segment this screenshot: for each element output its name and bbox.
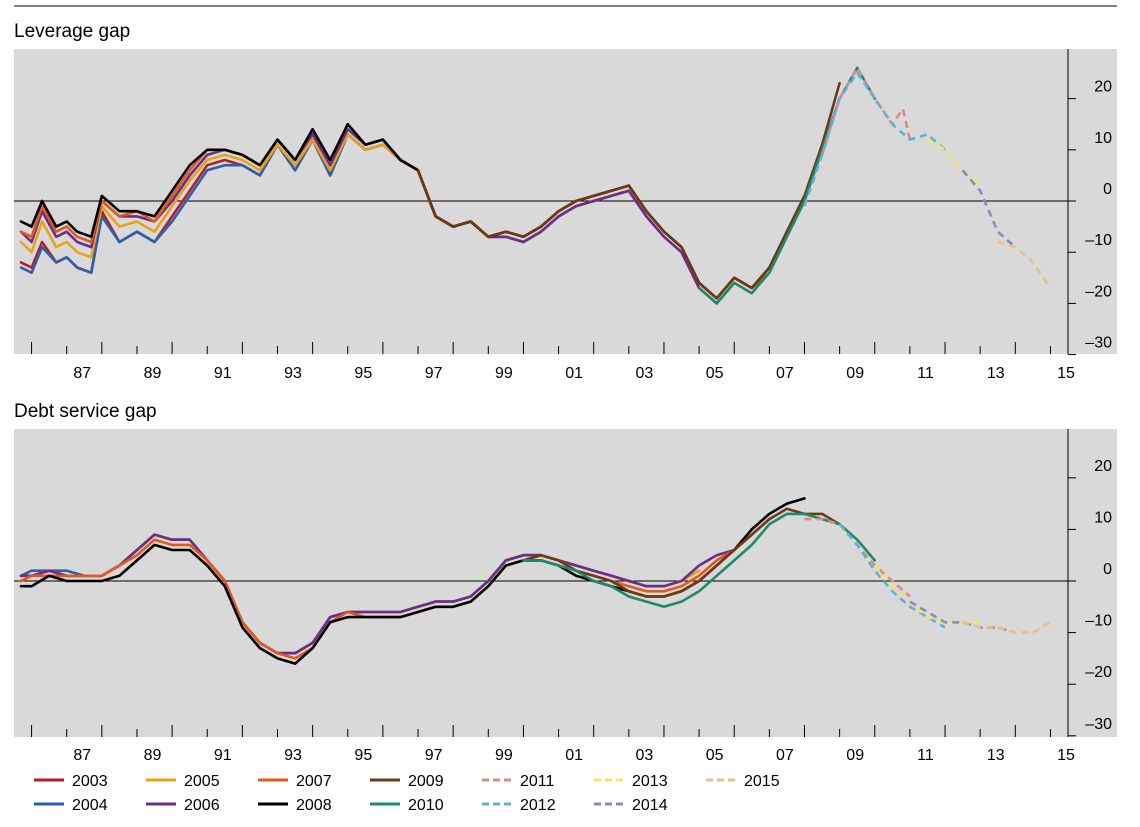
x-tick-label: 93 <box>284 747 302 764</box>
panel-2-title: Debt service gap <box>14 401 157 422</box>
legend-label-2006: 2006 <box>184 797 220 814</box>
x-tick-label: 93 <box>284 365 302 382</box>
y-tick-label: 20 <box>1094 458 1112 475</box>
y-tick-label: 20 <box>1094 79 1112 96</box>
y-tick-label: –20 <box>1085 664 1112 681</box>
series-line-2015 <box>997 240 1052 289</box>
panel-1-title: Leverage gap <box>14 21 130 42</box>
x-axis: 87 89 91 93 95 97 99 01 03 05 07 09 11 13 15 <box>31 725 1075 764</box>
y-axis: 20 10 0 –10 –20 –30 <box>1068 458 1112 737</box>
x-tick-label: 15 <box>1057 365 1075 382</box>
legend-label-2013: 2013 <box>632 773 668 790</box>
legend: 2003 2005 2007 2009 2011 2013 2015 2004 2006 2008… <box>34 773 780 814</box>
y-tick-label: –30 <box>1085 716 1112 733</box>
x-tick-label: 03 <box>636 365 654 382</box>
x-tick-label: 99 <box>495 365 513 382</box>
x-tick-label: 01 <box>565 365 583 382</box>
x-tick-label: 03 <box>636 747 654 764</box>
x-tick-label: 09 <box>846 747 864 764</box>
leverage-gap-panel: 87 89 91 93 95 97 99 01 03 05 07 09 11 13 15 20 10 0 –10 –… <box>14 49 1117 382</box>
series-line-2006 <box>19 533 736 655</box>
series-line-2014 <box>961 169 1017 249</box>
x-tick-label: 05 <box>706 365 724 382</box>
x-tick-label: 87 <box>73 365 91 382</box>
y-tick-label: –10 <box>1085 232 1112 249</box>
series-line-2015 <box>962 621 1052 634</box>
legend-label-2011: 2011 <box>520 773 555 790</box>
y-tick-label: 10 <box>1094 130 1112 147</box>
y-tick-label: 0 <box>1103 561 1112 578</box>
legend-label-2003: 2003 <box>72 773 108 790</box>
legend-label-2009: 2009 <box>408 773 444 790</box>
series-line-2012 <box>838 523 946 629</box>
x-tick-label: 15 <box>1057 747 1075 764</box>
y-tick-label: 10 <box>1094 509 1112 526</box>
x-tick-label: 09 <box>846 365 864 382</box>
y-tick-label: –20 <box>1085 283 1112 300</box>
y-tick-label: –10 <box>1085 613 1112 630</box>
legend-label-2015: 2015 <box>744 773 780 790</box>
x-tick-label: 07 <box>776 365 794 382</box>
series-line-2012 <box>803 71 946 207</box>
x-tick-label: 89 <box>144 365 162 382</box>
x-tick-label: 97 <box>425 747 443 764</box>
x-tick-label: 91 <box>214 747 232 764</box>
series-lines <box>19 66 1052 305</box>
x-tick-label: 95 <box>354 747 372 764</box>
x-tick-label: 11 <box>917 747 934 764</box>
legend-label-2007: 2007 <box>296 773 332 790</box>
legend-label-2004: 2004 <box>72 797 108 814</box>
legend-label-2008: 2008 <box>296 797 332 814</box>
x-tick-label: 99 <box>495 747 513 764</box>
legend-label-2005: 2005 <box>184 773 220 790</box>
x-tick-label: 05 <box>706 747 724 764</box>
plot-area <box>14 429 1117 737</box>
series-lines <box>19 497 1052 665</box>
y-tick-label: –30 <box>1085 335 1112 352</box>
series-line-2009 <box>416 81 841 300</box>
x-tick-label: 11 <box>917 365 934 382</box>
x-tick-label: 91 <box>214 365 232 382</box>
y-tick-label: 0 <box>1103 181 1112 198</box>
x-axis: 87 89 91 93 95 97 99 01 03 05 07 09 11 13 15 <box>31 342 1075 382</box>
x-tick-label: 97 <box>425 365 443 382</box>
x-tick-label: 07 <box>776 747 794 764</box>
legend-label-2010: 2010 <box>408 797 444 814</box>
y-axis: 20 10 0 –10 –20 –30 <box>1068 79 1112 356</box>
x-tick-label: 13 <box>987 365 1005 382</box>
x-tick-label: 95 <box>354 365 372 382</box>
debt-service-gap-panel: 87 89 91 93 95 97 99 01 03 05 07 09 11 13 15 20 10 0 –10 –… <box>14 429 1117 764</box>
x-tick-label: 01 <box>565 747 583 764</box>
x-tick-label: 13 <box>987 747 1005 764</box>
series-line-2010 <box>522 512 877 609</box>
x-tick-label: 89 <box>144 747 162 764</box>
legend-label-2014: 2014 <box>632 797 668 814</box>
legend-label-2012: 2012 <box>520 797 556 814</box>
x-tick-label: 87 <box>73 747 91 764</box>
